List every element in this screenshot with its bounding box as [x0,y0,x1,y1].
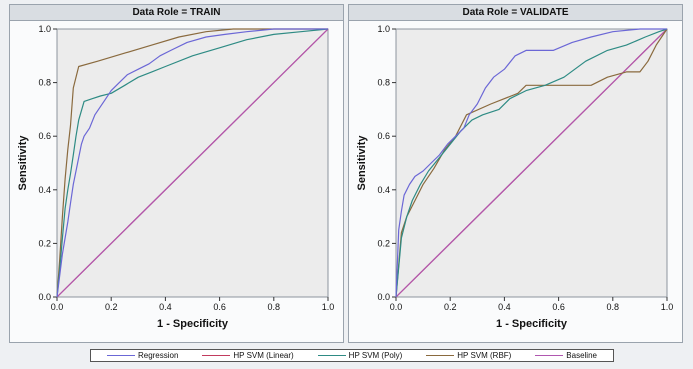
x-tick-label: 0.8 [268,302,281,312]
y-tick-label: 0.4 [38,185,51,195]
panel-title-validate: Data Role = VALIDATE [349,5,682,21]
y-tick-label: 0.2 [38,238,51,248]
x-tick-label: 0.2 [105,302,118,312]
y-tick-label: 0.6 [377,131,390,141]
panel-title-train: Data Role = TRAIN [10,5,343,21]
legend-item-baseline: Baseline [535,351,597,360]
x-tick-label: 0.6 [213,302,226,312]
legend-label: HP SVM (RBF) [457,351,512,360]
x-tick-label: 0.4 [159,302,172,312]
roc-chart-validate: 0.0 0.2 0.4 0.6 0.8 1.0 0.0 0.2 0.4 0.6 0.8 1.0 1 - … [356,24,674,330]
y-tick-label: 0.0 [38,292,51,302]
y-tick-label: 0.8 [38,78,51,88]
legend-item-hp-svm-linear: HP SVM (Linear) [202,351,294,360]
legend-item-hp-svm-poly: HP SVM (Poly) [317,351,403,360]
x-axis-label: 1 - Specificity [157,318,229,330]
legend-swatch [317,355,346,356]
y-tick-label: 0.6 [38,131,51,141]
legend-swatch [202,355,231,356]
roc-panel-train: Data Role = TRAIN 0.0 0.2 0.4 0.6 0.8 1.0 0.0 0… [9,4,344,343]
chart-legend: Regression HP SVM (Linear) HP SVM (Poly) HP… [90,349,614,362]
legend-label: Baseline [566,351,597,360]
series-line-hp-svm-rbf [56,28,328,298]
x-tick-label: 0.0 [51,302,64,312]
x-tick-label: 1.0 [661,302,674,312]
roc-chart-train: 0.0 0.2 0.4 0.6 0.8 1.0 0.0 0.2 0.4 0.6 0.8 1.0 1 - … [17,24,335,330]
y-tick-label: 0.4 [377,185,390,195]
y-tick-label: 0.0 [377,292,390,302]
legend-swatch [106,355,135,356]
x-tick-label: 0.8 [607,302,620,312]
series-line-regression [395,28,667,298]
y-axis-label: Sensitivity [17,135,29,191]
legend-item-hp-svm-rbf: HP SVM (RBF) [426,351,511,360]
legend-label: HP SVM (Linear) [233,351,294,360]
series-line-hp-svm-poly [395,28,668,298]
roc-panel-validate: Data Role = VALIDATE 0.0 0.2 0.4 0.6 0.8 1.0 0… [348,4,683,343]
legend-label: HP SVM (Poly) [348,351,403,360]
y-axis-label: Sensitivity [356,135,368,191]
y-tick-label: 0.2 [377,238,390,248]
x-tick-label: 0.4 [498,302,511,312]
legend-label: Regression [137,351,179,360]
x-tick-label: 0.6 [552,302,565,312]
y-tick-label: 0.8 [377,78,390,88]
series-line-regression [56,28,328,298]
y-tick-label: 1.0 [377,24,390,34]
legend-swatch [535,355,564,356]
series-line-hp-svm-rbf [395,28,668,298]
series-line-baseline [56,28,329,298]
legend-swatch [426,355,455,356]
series-line-hp-svm-poly [56,28,329,298]
x-axis-label: 1 - Specificity [496,318,568,330]
y-tick-label: 1.0 [38,24,51,34]
legend-item-regression: Regression [106,351,179,360]
x-tick-label: 1.0 [322,302,335,312]
x-tick-label: 0.2 [444,302,457,312]
x-tick-label: 0.0 [390,302,403,312]
